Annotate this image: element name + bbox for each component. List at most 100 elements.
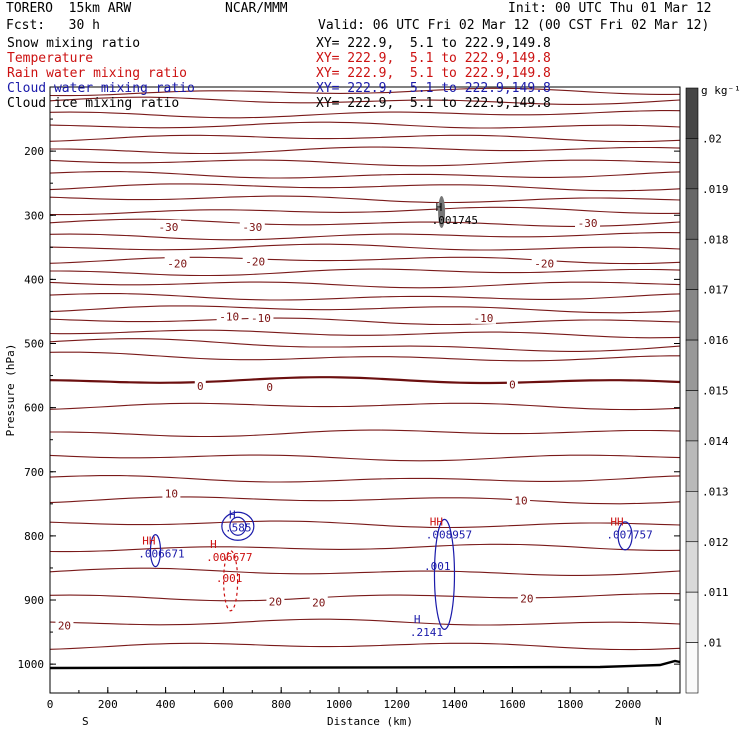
colorbar: .02 .019 .018 .017 .016 .015 .014 .013 .012 .011.… xyxy=(685,84,740,694)
y-tick-label: 200 xyxy=(24,145,44,158)
isotherm-line xyxy=(49,305,681,314)
maximum-marker: HH xyxy=(142,535,155,548)
x-tick-label: 1200 xyxy=(384,698,411,711)
data-labels: -30 -30 -30 -20 -20 -20 -10 -10 -10 0 0 0 10 10 20 20 20… xyxy=(55,201,653,639)
isotherm-label: -20 xyxy=(534,257,554,270)
isotherm-label-bg xyxy=(266,594,285,608)
isotherm-label-bg xyxy=(155,219,181,233)
model-title: TORERO 15km ARW xyxy=(6,1,132,16)
cloud-water-contour xyxy=(433,518,456,630)
plot-area xyxy=(50,87,680,693)
isotherm-line xyxy=(49,159,681,167)
isotherm-label: -30 xyxy=(159,221,179,234)
cloud-water-contour xyxy=(617,521,633,551)
isotherm-label: -30 xyxy=(242,221,262,234)
maximum-marker: HH xyxy=(430,515,443,528)
x-tick-label: 800 xyxy=(271,698,291,711)
organization: NCAR/MMM xyxy=(225,1,288,16)
y-tick-label: 700 xyxy=(24,466,44,479)
x-tick-label: 0 xyxy=(47,698,54,711)
colorbar-swatch xyxy=(685,440,699,492)
maximum-value: .001745 xyxy=(432,214,478,227)
colorbar-swatch xyxy=(685,238,699,290)
isotherm-line xyxy=(49,206,681,216)
colorbar-label: .01 xyxy=(702,637,722,650)
y-tick-label: 600 xyxy=(24,402,44,415)
isotherm-label: 20 xyxy=(58,620,71,633)
isotherm-lines xyxy=(49,87,681,670)
isotherm-label: -20 xyxy=(167,257,187,270)
y-tick-label: 500 xyxy=(24,338,44,351)
maximum-value: .008957 xyxy=(426,528,472,541)
field-name-snow: Snow mixing ratio xyxy=(7,36,141,51)
isotherm-line xyxy=(49,376,681,385)
isotherm-line xyxy=(49,232,681,241)
maximum-marker: H xyxy=(436,201,443,214)
isotherm-line xyxy=(49,256,681,265)
isotherm-label: -10 xyxy=(251,312,271,325)
isotherm-line xyxy=(49,134,681,143)
maximum-marker: H xyxy=(414,613,421,626)
isotherm-line xyxy=(49,329,681,339)
colorbar-swatch xyxy=(685,289,699,341)
colorbar-label: .014 xyxy=(702,435,729,448)
x-tick-label: 1600 xyxy=(499,698,526,711)
contour-label: .001 xyxy=(424,560,451,573)
isotherm-line xyxy=(49,195,681,204)
y-tick-label: 1000 xyxy=(18,658,45,671)
colorbar-swatch xyxy=(685,591,699,643)
isotherm-label-bg xyxy=(575,215,601,229)
snow-maximum-fill xyxy=(438,196,446,229)
field-xy-cloud-ice: XY= 222.9, 5.1 to 222.9,149.8 xyxy=(316,96,551,111)
colorbar-swatch xyxy=(685,339,699,391)
isotherm-label: -30 xyxy=(578,217,598,230)
field-name-cloud-water: Cloud water mixing ratio xyxy=(7,81,195,96)
cloud-contours xyxy=(149,196,633,630)
isotherm-label-bg xyxy=(512,493,531,507)
isotherm-line xyxy=(49,110,681,119)
maximum-value: .007757 xyxy=(606,528,652,541)
isotherm-label: 0 xyxy=(509,379,516,392)
isotherm-label-bg xyxy=(164,256,190,270)
x-tick-label: 1800 xyxy=(557,698,584,711)
isotherm-label-bg xyxy=(531,256,557,270)
colorbar-label: .018 xyxy=(702,233,729,246)
field-xy-rain: XY= 222.9, 5.1 to 222.9,149.8 xyxy=(316,66,551,81)
colorbar-swatch xyxy=(685,87,699,139)
x-tick-label: 400 xyxy=(156,698,176,711)
x-axis-title: Distance (km) xyxy=(327,715,413,728)
y-tick-label: 800 xyxy=(24,530,44,543)
isotherm-label: 20 xyxy=(312,597,325,610)
isotherm-line xyxy=(49,243,681,251)
colorbar-label: .011 xyxy=(702,586,729,599)
axes: 0 200 400 600 800 1000 1200 1400 1600 1800 2000200… xyxy=(4,86,681,728)
isotherm-line xyxy=(49,454,681,462)
isotherm-line xyxy=(50,429,681,438)
colorbar-label: .015 xyxy=(702,385,729,398)
isotherm-label: 20 xyxy=(269,595,282,608)
isotherm-line xyxy=(49,293,681,301)
cloud-water-contour xyxy=(221,511,255,541)
north-end-label: N xyxy=(655,715,662,728)
isotherm-line xyxy=(49,543,681,553)
isotherm-label: -20 xyxy=(245,255,265,268)
isotherm-line xyxy=(49,402,681,411)
colorbar-label: .016 xyxy=(702,334,729,347)
x-tick-label: 1400 xyxy=(441,698,468,711)
isotherm-line xyxy=(49,183,681,192)
cloud-water-contour xyxy=(229,516,247,536)
colorbar-swatch xyxy=(685,491,699,543)
isotherm-label-bg xyxy=(248,310,274,324)
isotherm-label-bg xyxy=(194,378,206,392)
colorbar-unit: g kg⁻¹ xyxy=(701,84,740,97)
valid-time: Valid: 06 UTC Fri 02 Mar 12 (00 CST Fri … xyxy=(318,18,710,33)
isotherm-line xyxy=(49,351,680,362)
colorbar-label: .013 xyxy=(702,485,729,498)
cloud-water-contour xyxy=(149,534,162,568)
isotherm-label-bg xyxy=(506,377,518,391)
south-end-label: S xyxy=(82,715,89,728)
isotherm-line xyxy=(49,171,681,179)
isotherm-line xyxy=(49,87,681,97)
isotherm-label: -10 xyxy=(219,311,239,324)
colorbar-swatch xyxy=(685,541,699,593)
